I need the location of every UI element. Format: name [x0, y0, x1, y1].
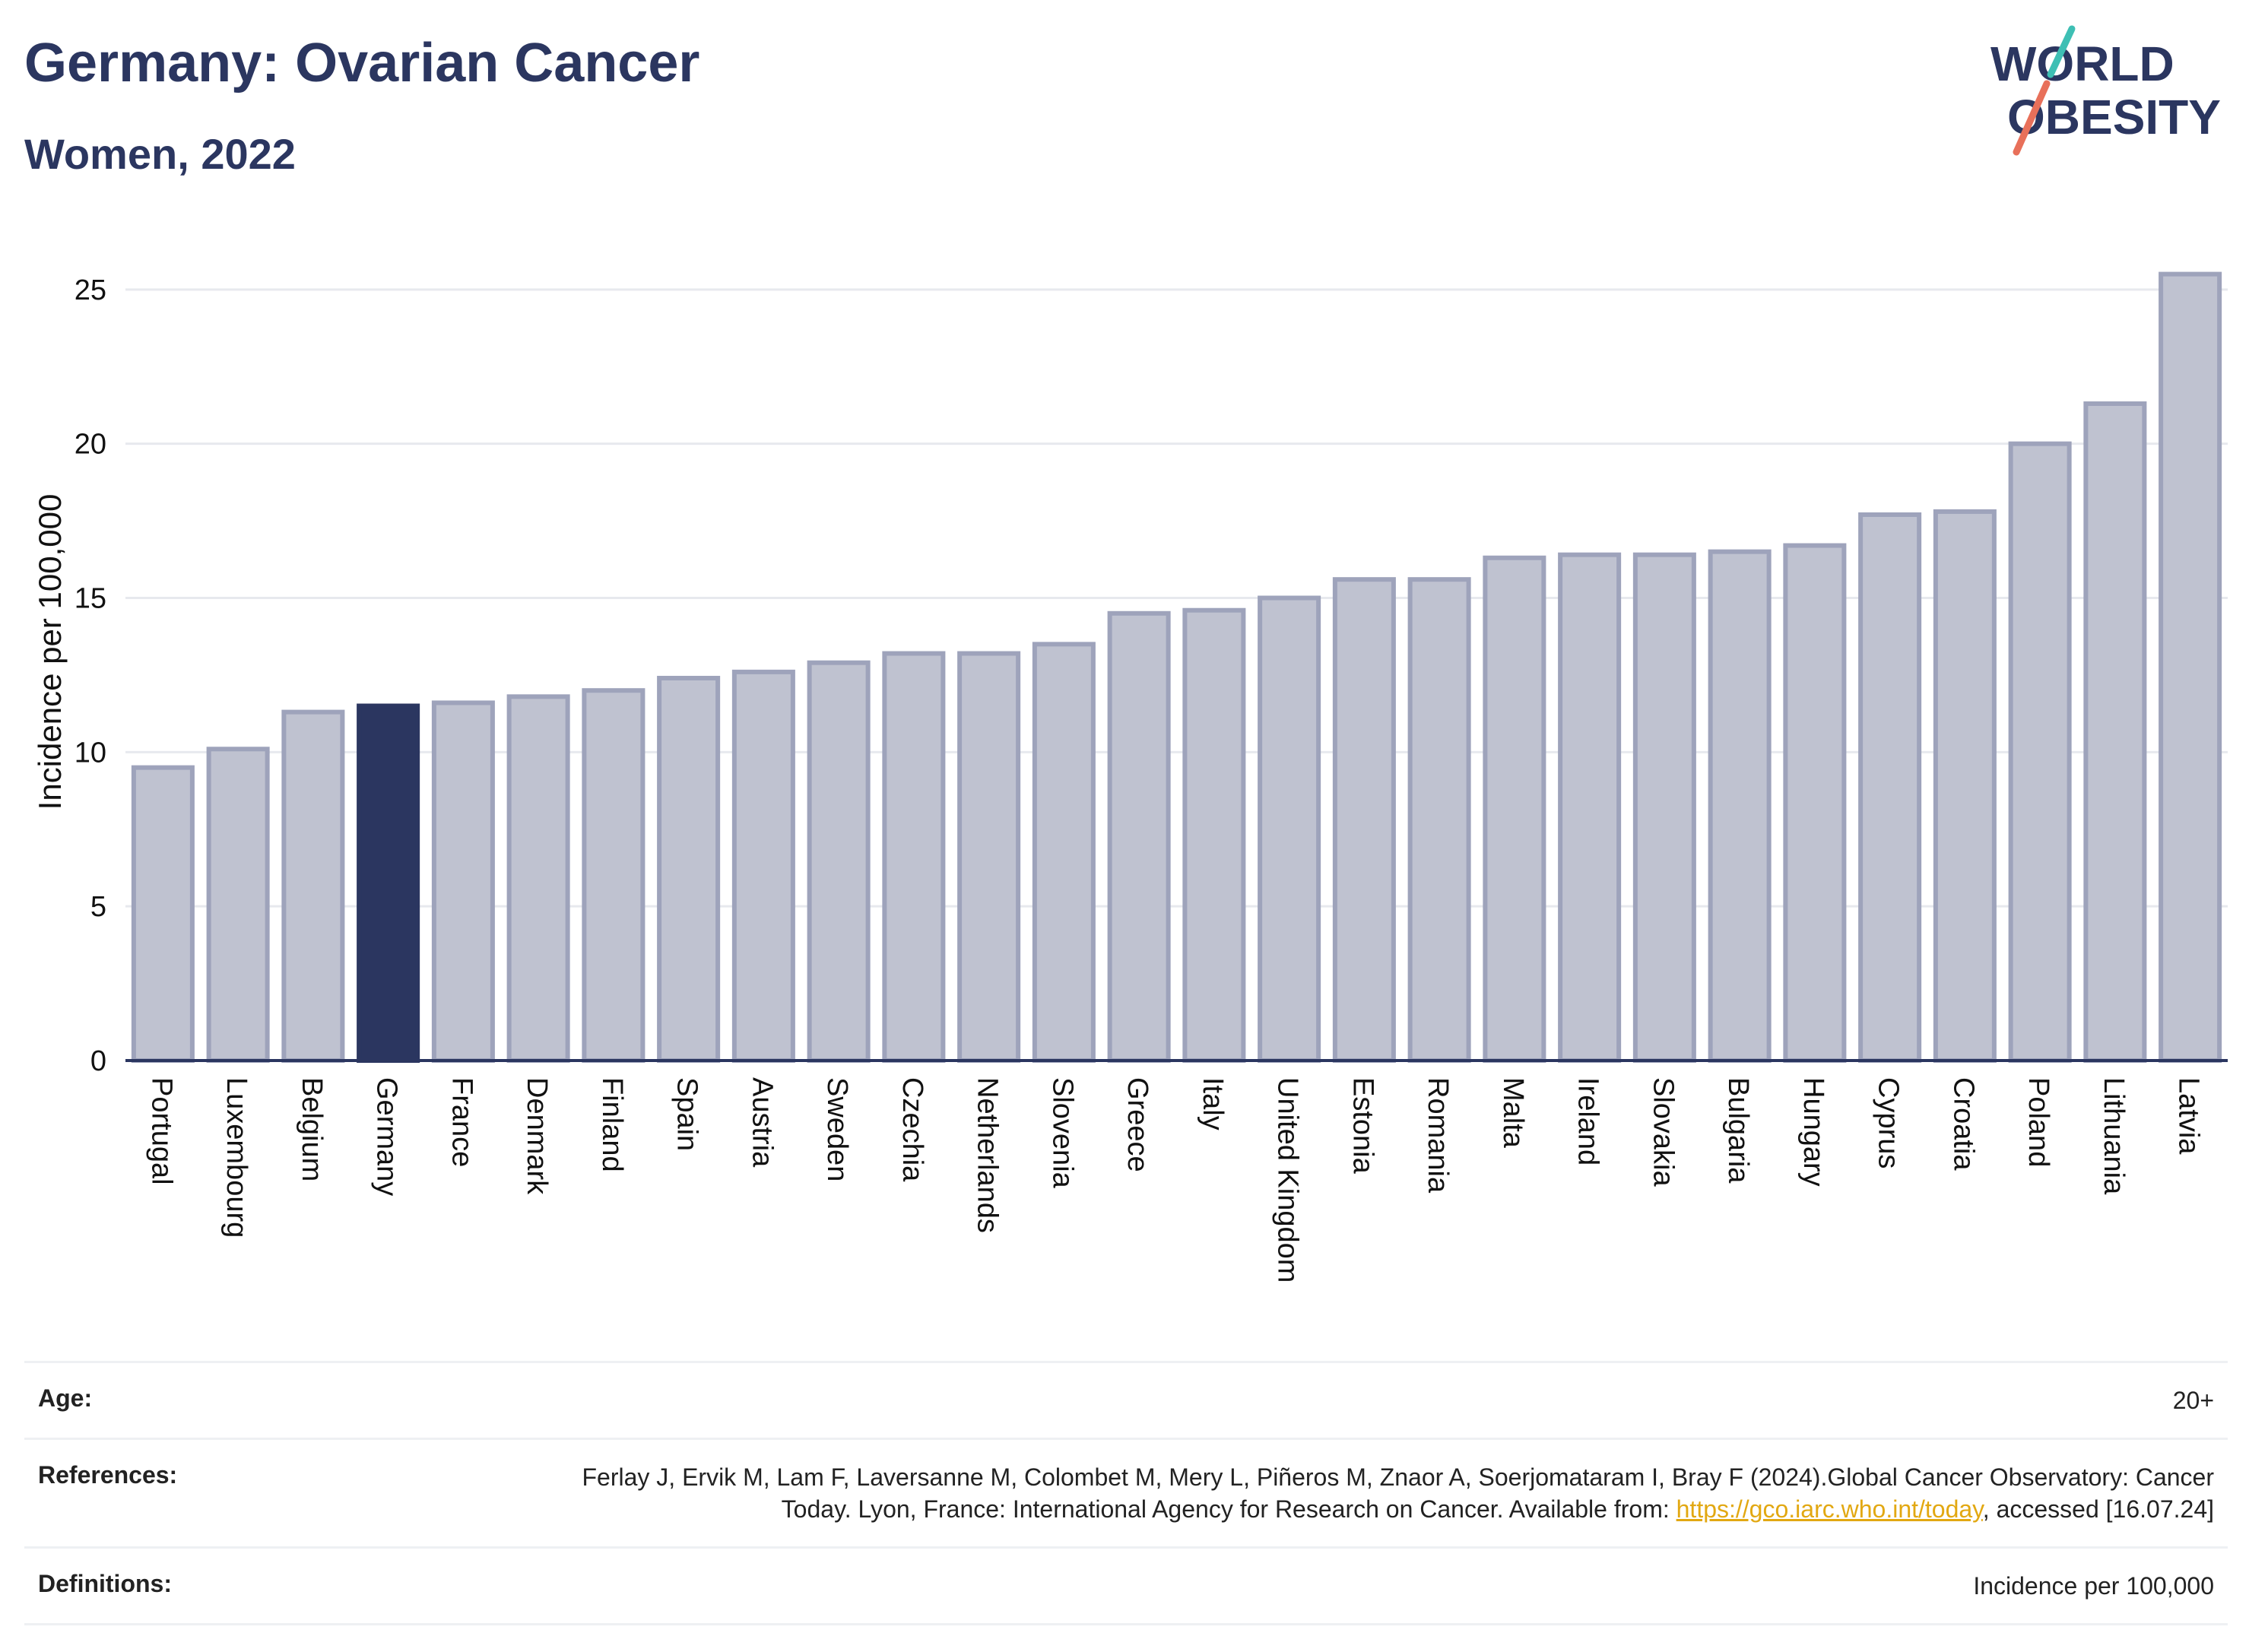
x-tick-label: Cyprus — [1873, 1077, 1905, 1168]
bar-austria — [731, 669, 795, 1063]
x-tick-label: Greece — [1121, 1077, 1153, 1172]
bar-estonia — [1332, 577, 1396, 1063]
world-obesity-logo: WORLD OBESITY — [1990, 25, 2221, 156]
x-tick-label: Slovakia — [1647, 1077, 1679, 1187]
x-tick-label: Austria — [746, 1077, 778, 1168]
x-tick-label: Hungary — [1797, 1077, 1829, 1187]
bar-ireland — [1558, 552, 1622, 1063]
x-tick-label: Luxembourg — [220, 1077, 252, 1238]
x-tick-label: Czechia — [896, 1077, 928, 1182]
references-link[interactable]: https://gco.iarc.who.int/today — [1676, 1495, 1983, 1523]
bar-slovakia — [1632, 552, 1696, 1063]
x-tick-label: Croatia — [1947, 1077, 1979, 1171]
x-tick-label: Spain — [671, 1077, 703, 1151]
x-tick-label: Portugal — [145, 1077, 177, 1185]
references-value: Ferlay J, Ervik M, Lam F, Laversanne M, … — [579, 1461, 2214, 1525]
bar-czechia — [882, 651, 946, 1063]
x-tick-label: Netherlands — [972, 1077, 1004, 1233]
x-tick-label: United Kingdom — [1272, 1077, 1304, 1283]
bar-romania — [1407, 577, 1471, 1063]
bar-united-kingdom — [1258, 595, 1321, 1063]
x-axis-labels: Portugal Luxembourg Belgium Germany France De… — [145, 1077, 2204, 1283]
bar-chart: 0 5 10 15 20 25 Portugal Luxembourg Belgium Germ… — [32, 271, 2228, 1283]
x-tick-label: Finland — [596, 1077, 628, 1172]
x-tick-label: Belgium — [296, 1077, 328, 1181]
x-tick-label: Germany — [371, 1077, 403, 1196]
logo-slash-coral — [2013, 80, 2051, 156]
bar-lithuania — [2083, 401, 2147, 1063]
x-tick-label: France — [446, 1077, 477, 1167]
x-tick-label: Ireland — [1572, 1077, 1604, 1165]
y-tick-label: 25 — [75, 274, 106, 306]
chart-subtitle: Women, 2022 — [24, 130, 296, 178]
x-tick-label: Slovenia — [1046, 1077, 1078, 1189]
references-label: References: — [38, 1461, 178, 1489]
x-tick-label: Malta — [1497, 1077, 1529, 1149]
bar-hungary — [1783, 543, 1847, 1063]
x-tick-label: Denmark — [521, 1077, 553, 1195]
footer-row-references: References: Ferlay J, Ervik M, Lam F, La… — [24, 1438, 2228, 1546]
references-text-1: Ferlay J, Ervik M, Lam F, Laversanne M, … — [582, 1463, 2214, 1523]
y-axis-ticks: 0 5 10 15 20 25 — [75, 274, 106, 1077]
bar-malta — [1483, 555, 1546, 1064]
x-tick-label: Estonia — [1347, 1077, 1378, 1175]
bar-slovenia — [1032, 642, 1096, 1063]
x-tick-label: Bulgaria — [1722, 1077, 1754, 1184]
bar-poland — [2008, 441, 2072, 1063]
definitions-label: Definitions: — [38, 1570, 172, 1597]
chart-footer: Age: 20+ References: Ferlay J, Ervik M, … — [24, 1361, 2228, 1625]
logo-slash-teal — [2047, 25, 2076, 78]
bar-latvia — [2159, 271, 2222, 1063]
bar-sweden — [807, 660, 871, 1063]
y-tick-label: 0 — [90, 1045, 106, 1077]
y-tick-label: 15 — [75, 583, 106, 615]
y-tick-label: 5 — [90, 891, 106, 923]
y-tick-label: 10 — [75, 737, 106, 769]
x-tick-label: Latvia — [2173, 1077, 2205, 1155]
references-text-2: , accessed [16.07.24] — [1982, 1495, 2214, 1523]
age-value: 20+ — [2172, 1387, 2214, 1414]
bar-finland — [582, 688, 646, 1063]
y-tick-label: 20 — [75, 429, 106, 461]
bar-germany — [357, 703, 420, 1063]
footer-row-definitions: Definitions: Incidence per 100,000 — [24, 1546, 2228, 1625]
bar-cyprus — [1858, 512, 1922, 1063]
x-tick-label: Romania — [1422, 1077, 1454, 1194]
x-tick-label: Italy — [1197, 1077, 1229, 1130]
chart-title: Germany: Ovarian Cancer — [24, 33, 700, 94]
definitions-value: Incidence per 100,000 — [1973, 1572, 2214, 1600]
bar-denmark — [506, 694, 570, 1063]
x-tick-label: Lithuania — [2098, 1077, 2130, 1195]
age-label: Age: — [38, 1384, 93, 1412]
bar-greece — [1107, 610, 1171, 1063]
bar-croatia — [1933, 509, 1997, 1064]
bar-spain — [657, 675, 721, 1063]
bar-belgium — [281, 709, 345, 1063]
x-tick-label: Poland — [2022, 1077, 2054, 1167]
bar-luxembourg — [206, 747, 270, 1063]
logo-line1: WORLD — [1990, 36, 2174, 91]
y-axis-label: Incidence per 100,000 — [32, 494, 68, 810]
bar-portugal — [131, 765, 195, 1063]
bar-netherlands — [957, 651, 1021, 1063]
bars — [131, 271, 2222, 1064]
footer-row-age: Age: 20+ — [24, 1361, 2228, 1438]
bar-bulgaria — [1708, 549, 1772, 1063]
bar-italy — [1182, 607, 1246, 1063]
bar-france — [431, 700, 495, 1063]
x-tick-label: Sweden — [821, 1077, 853, 1181]
